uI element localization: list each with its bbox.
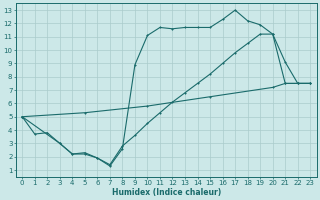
X-axis label: Humidex (Indice chaleur): Humidex (Indice chaleur) <box>112 188 221 197</box>
